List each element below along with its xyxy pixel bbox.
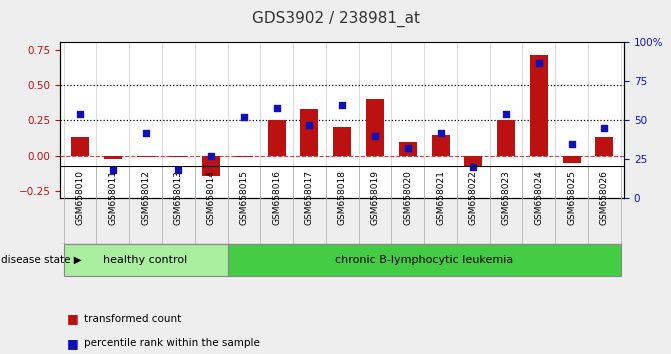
Bar: [366, 99, 384, 156]
Text: GSM658024: GSM658024: [534, 170, 544, 225]
Text: GSM658023: GSM658023: [501, 170, 511, 225]
Text: ■: ■: [67, 337, 83, 350]
Text: GSM658012: GSM658012: [141, 170, 150, 225]
Text: GSM658011: GSM658011: [108, 170, 117, 225]
Bar: [530, 55, 548, 156]
Bar: [431, 135, 450, 156]
Text: GSM658021: GSM658021: [436, 170, 445, 225]
Text: transformed count: transformed count: [84, 314, 181, 324]
Text: disease state ▶: disease state ▶: [1, 255, 81, 265]
Point: [533, 60, 544, 65]
Point: [107, 167, 118, 173]
Point: [271, 105, 282, 111]
Bar: [64, 244, 227, 276]
Bar: [235, 156, 253, 157]
Text: GSM658015: GSM658015: [240, 170, 248, 225]
Point: [173, 167, 184, 173]
Text: ■: ■: [67, 312, 83, 325]
Bar: [301, 109, 319, 156]
Bar: [464, 156, 482, 166]
Bar: [497, 120, 515, 156]
Text: GSM658026: GSM658026: [600, 170, 609, 225]
Text: healthy control: healthy control: [103, 255, 188, 265]
Bar: [202, 156, 220, 176]
Bar: [399, 142, 417, 156]
Text: GSM658014: GSM658014: [207, 170, 215, 225]
Text: GDS3902 / 238981_at: GDS3902 / 238981_at: [252, 11, 419, 27]
Text: GSM658022: GSM658022: [469, 170, 478, 225]
Text: chronic B-lymphocytic leukemia: chronic B-lymphocytic leukemia: [335, 255, 513, 265]
Point: [599, 125, 610, 131]
Bar: [562, 156, 580, 163]
Text: GSM658020: GSM658020: [403, 170, 412, 225]
Bar: [595, 137, 613, 156]
Bar: [104, 156, 122, 159]
Text: GSM658013: GSM658013: [174, 170, 183, 225]
Text: GSM658019: GSM658019: [370, 170, 380, 225]
Bar: [227, 244, 621, 276]
Point: [468, 164, 478, 170]
Text: percentile rank within the sample: percentile rank within the sample: [84, 338, 260, 348]
Point: [435, 130, 446, 136]
Point: [238, 114, 249, 120]
Bar: [169, 156, 187, 157]
Text: GSM658018: GSM658018: [338, 170, 347, 225]
Text: GSM658016: GSM658016: [272, 170, 281, 225]
Text: GSM658010: GSM658010: [76, 170, 85, 225]
Point: [74, 111, 85, 117]
Point: [337, 102, 348, 108]
Point: [501, 111, 511, 117]
Bar: [268, 120, 286, 156]
Point: [304, 122, 315, 128]
Point: [403, 145, 413, 151]
Text: GSM658017: GSM658017: [305, 170, 314, 225]
Point: [140, 130, 151, 136]
Point: [370, 133, 380, 139]
Point: [566, 141, 577, 147]
Text: GSM658025: GSM658025: [567, 170, 576, 225]
Bar: [333, 127, 351, 156]
Bar: [137, 156, 154, 157]
Bar: [71, 137, 89, 156]
Point: [206, 153, 217, 159]
